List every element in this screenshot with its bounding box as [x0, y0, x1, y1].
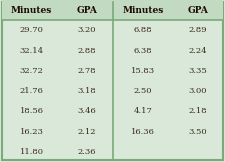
Text: 3.00: 3.00 — [189, 87, 207, 95]
Text: 32.72: 32.72 — [20, 67, 43, 75]
Text: 2.88: 2.88 — [77, 47, 96, 55]
Text: 2.78: 2.78 — [77, 67, 96, 75]
Text: 6.88: 6.88 — [134, 26, 152, 34]
Text: 2.18: 2.18 — [189, 107, 207, 115]
Text: 2.50: 2.50 — [134, 87, 152, 95]
Text: GPA: GPA — [76, 6, 97, 15]
Text: 2.89: 2.89 — [189, 26, 207, 34]
Text: 18.56: 18.56 — [20, 107, 43, 115]
Text: 16.36: 16.36 — [131, 128, 155, 136]
Text: 3.50: 3.50 — [189, 128, 207, 136]
Text: 2.36: 2.36 — [77, 148, 96, 156]
Text: 3.35: 3.35 — [189, 67, 207, 75]
Text: 29.70: 29.70 — [20, 26, 43, 34]
Text: 3.46: 3.46 — [77, 107, 96, 115]
FancyBboxPatch shape — [2, 2, 223, 160]
Text: 3.18: 3.18 — [77, 87, 96, 95]
Text: GPA: GPA — [188, 6, 208, 15]
Text: 11.80: 11.80 — [20, 148, 43, 156]
Text: 15.83: 15.83 — [131, 67, 155, 75]
Text: 2.24: 2.24 — [189, 47, 207, 55]
Text: 3.20: 3.20 — [77, 26, 96, 34]
FancyBboxPatch shape — [2, 0, 223, 20]
Text: 16.23: 16.23 — [20, 128, 43, 136]
Text: 2.12: 2.12 — [77, 128, 96, 136]
Text: 6.38: 6.38 — [134, 47, 152, 55]
Text: Minutes: Minutes — [11, 6, 52, 15]
Text: Minutes: Minutes — [122, 6, 164, 15]
Text: 32.14: 32.14 — [19, 47, 44, 55]
Text: 4.17: 4.17 — [133, 107, 152, 115]
Text: 21.76: 21.76 — [20, 87, 43, 95]
